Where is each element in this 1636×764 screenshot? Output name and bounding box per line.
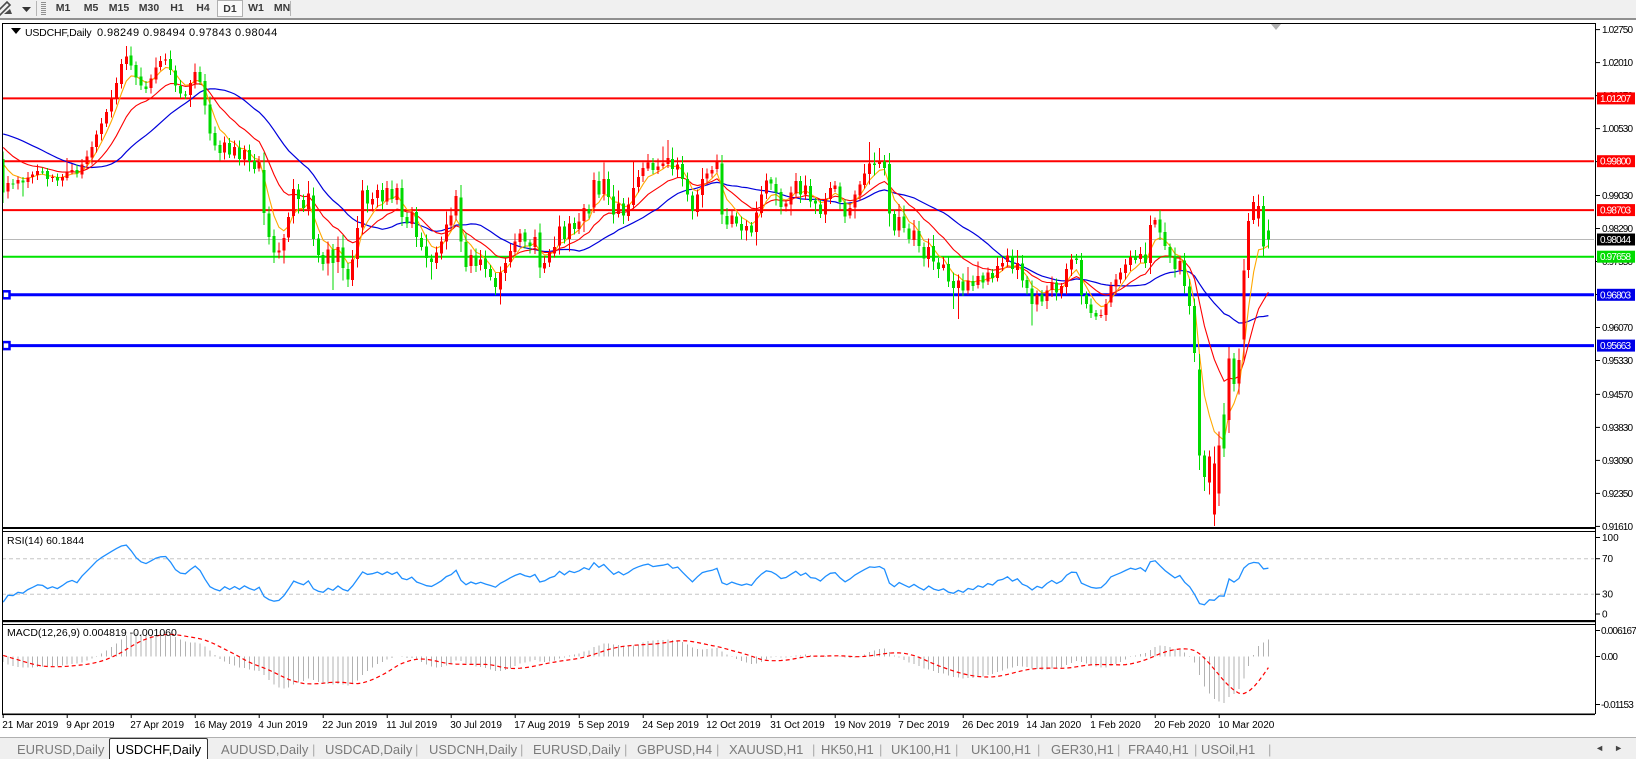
svg-text:1.02750: 1.02750 — [1602, 25, 1633, 36]
svg-text:31 Oct 2019: 31 Oct 2019 — [770, 720, 825, 731]
svg-text:USDCHF,Daily: USDCHF,Daily — [25, 27, 92, 39]
svg-text:30 Jul 2019: 30 Jul 2019 — [450, 720, 502, 731]
svg-text:19 Nov 2019: 19 Nov 2019 — [834, 720, 891, 731]
svg-text:26 Dec 2019: 26 Dec 2019 — [962, 720, 1019, 731]
svg-text:0.00: 0.00 — [1601, 652, 1618, 663]
svg-text:0.99800: 0.99800 — [1600, 157, 1631, 168]
svg-text:1 Feb 2020: 1 Feb 2020 — [1090, 720, 1141, 731]
svg-text:0.94570: 0.94570 — [1602, 390, 1633, 401]
svg-text:MACD(12,26,9) 0.004819 -0.0010: MACD(12,26,9) 0.004819 -0.001060 — [7, 627, 177, 639]
svg-text:1.00530: 1.00530 — [1602, 124, 1633, 135]
svg-text:-0.01153: -0.01153 — [1601, 700, 1634, 711]
svg-text:0: 0 — [1602, 610, 1608, 621]
svg-text:0.97658: 0.97658 — [1600, 252, 1631, 263]
svg-text:17 Aug 2019: 17 Aug 2019 — [514, 720, 571, 731]
svg-text:22 Jun 2019: 22 Jun 2019 — [322, 720, 377, 731]
svg-text:0.95330: 0.95330 — [1602, 356, 1633, 367]
svg-text:20 Feb 2020: 20 Feb 2020 — [1154, 720, 1211, 731]
svg-text:100: 100 — [1602, 533, 1619, 544]
svg-text:5 Sep 2019: 5 Sep 2019 — [578, 720, 630, 731]
svg-text:0.91610: 0.91610 — [1602, 522, 1633, 533]
svg-text:24 Sep 2019: 24 Sep 2019 — [642, 720, 699, 731]
svg-text:0.98703: 0.98703 — [1600, 206, 1631, 217]
svg-text:21 Mar 2019: 21 Mar 2019 — [2, 720, 59, 731]
svg-text:0.95663: 0.95663 — [1600, 341, 1631, 352]
svg-text:14 Jan 2020: 14 Jan 2020 — [1026, 720, 1081, 731]
svg-text:0.006167: 0.006167 — [1601, 626, 1636, 637]
svg-text:4 Jun 2019: 4 Jun 2019 — [258, 720, 308, 731]
svg-text:0.93090: 0.93090 — [1602, 456, 1633, 467]
svg-text:11 Jul 2019: 11 Jul 2019 — [386, 720, 437, 731]
svg-text:30: 30 — [1602, 590, 1614, 601]
svg-text:27 Apr 2019: 27 Apr 2019 — [130, 720, 184, 731]
svg-text:70: 70 — [1602, 554, 1614, 565]
svg-text:0.98290: 0.98290 — [1602, 224, 1633, 235]
svg-text:9 Apr 2019: 9 Apr 2019 — [66, 720, 115, 731]
svg-text:16 May 2019: 16 May 2019 — [194, 720, 252, 731]
svg-text:1.02010: 1.02010 — [1602, 58, 1633, 69]
svg-text:7 Dec 2019: 7 Dec 2019 — [898, 720, 950, 731]
svg-text:RSI(14) 60.1844: RSI(14) 60.1844 — [7, 535, 84, 547]
svg-text:0.98249 0.98494 0.97843 0.9804: 0.98249 0.98494 0.97843 0.98044 — [97, 27, 278, 39]
svg-text:0.93830: 0.93830 — [1602, 423, 1633, 434]
svg-text:0.99030: 0.99030 — [1602, 191, 1633, 202]
svg-text:0.96070: 0.96070 — [1602, 323, 1633, 334]
svg-text:1.01207: 1.01207 — [1600, 94, 1631, 105]
svg-text:0.92350: 0.92350 — [1602, 489, 1633, 500]
svg-text:0.96803: 0.96803 — [1600, 290, 1631, 301]
svg-text:0.98044: 0.98044 — [1600, 235, 1631, 246]
svg-text:10 Mar 2020: 10 Mar 2020 — [1218, 720, 1275, 731]
svg-text:12 Oct 2019: 12 Oct 2019 — [706, 720, 761, 731]
